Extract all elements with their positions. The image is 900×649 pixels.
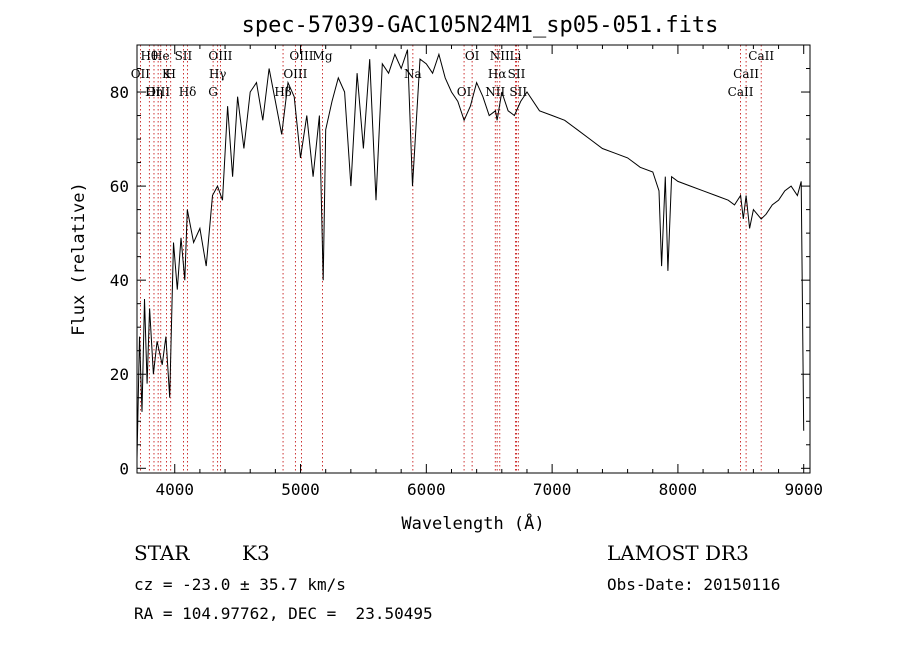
spectral-line-markers [139,45,762,473]
x-tick-label: 9000 [784,480,823,499]
line-label-10: Hγ [209,67,227,81]
object-class: STAR [134,541,190,565]
x-tick-label: 7000 [533,480,572,499]
spectrum-line [136,49,805,459]
line-label-26: CaII [728,85,754,99]
redshift-cz: cz = -23.0 ± 35.7 km/s [134,575,346,594]
spectral-line-labels: HθOIIOIIIHeKHηSIIHHδOIIIHγGOIIIOIIIHβMgN… [131,49,775,99]
survey-name: LAMOST DR3 [607,541,749,565]
line-label-15: Mg [313,49,333,63]
line-label-23: SII [509,85,527,99]
line-label-6: SII [175,49,193,63]
line-label-14: Hβ [274,85,291,99]
x-axis-label: Wavelength (Å) [401,512,544,534]
line-label-22: SII [508,67,526,81]
y-tick-label: 80 [110,83,129,102]
line-label-8: Hδ [179,85,197,99]
y-tick-label: 20 [110,365,129,384]
observation-date: Obs-Date: 20150116 [607,575,780,594]
y-tick-label: 60 [110,177,129,196]
x-tick-label: 5000 [281,480,320,499]
x-tick-label: 8000 [659,480,698,499]
line-label-25: CaII [733,67,759,81]
line-label-12: OIII [289,49,313,63]
y-tick-label: 40 [110,271,129,290]
x-axis-ticks: 4000 5000 6000 7000 8000 9000 [155,45,823,499]
line-label-27: CaII [748,49,774,63]
x-tick-label: 6000 [407,480,446,499]
line-label-19: Hα [488,67,507,81]
x-tick-label: 4000 [155,480,194,499]
line-label-11: G [208,85,218,99]
line-label-13: OIII [283,67,307,81]
y-axis-label: Flux (relative) [69,182,89,336]
line-label-24: Li [509,49,521,63]
object-subclass: K3 [242,541,270,565]
plot-frame [136,44,811,474]
line-label-5: Hη [145,85,163,99]
line-label-18: OI [465,49,480,63]
chart-title: spec-57039-GAC105N24M1_sp05-051.fits [242,13,719,38]
line-label-3: He [152,49,170,63]
line-label-17: OI [457,85,472,99]
line-label-2: OIII [146,85,170,99]
line-label-4: K [162,67,172,81]
line-label-0: Hθ [140,49,158,63]
y-tick-label: 0 [119,459,129,478]
y-axis-ticks: 0 20 40 60 80 [110,68,810,478]
line-label-20: NII [485,85,505,99]
line-label-21: NII [490,49,510,63]
line-label-1: OII [131,67,151,81]
line-label-9: OIII [208,49,232,63]
line-label-7: H [165,67,175,81]
ra-dec: RA = 104.97762, DEC = 23.50495 [134,604,433,623]
